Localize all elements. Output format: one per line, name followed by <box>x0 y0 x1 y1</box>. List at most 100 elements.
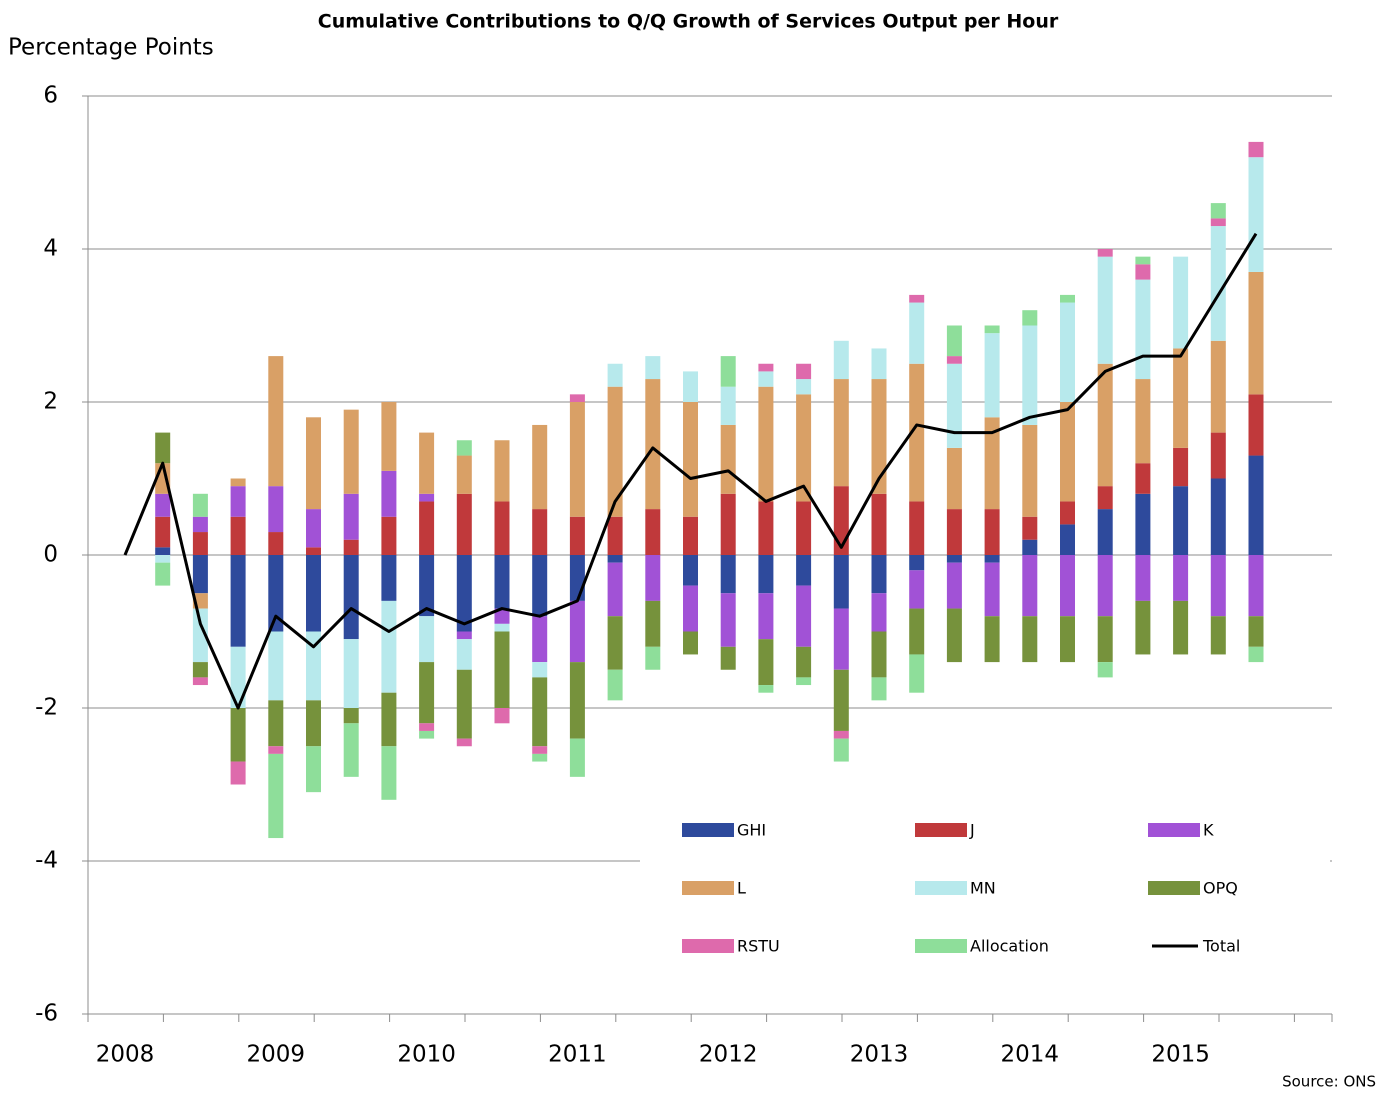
y-tick-label: 4 <box>43 236 58 262</box>
bar <box>720 646 736 670</box>
bar <box>720 555 736 594</box>
bar <box>1135 256 1151 265</box>
bar <box>1248 616 1264 647</box>
bar <box>494 608 510 624</box>
bar <box>532 753 548 762</box>
legend-label: Allocation <box>970 937 1049 956</box>
bar <box>1060 294 1075 303</box>
y-tick-label: 6 <box>43 83 58 109</box>
bar <box>343 539 359 555</box>
bar <box>268 486 284 533</box>
bar <box>230 516 246 555</box>
bar <box>720 386 736 425</box>
bar <box>683 402 698 517</box>
bar <box>871 555 887 594</box>
bar <box>1173 600 1189 655</box>
bar <box>1135 264 1151 280</box>
bar <box>796 677 812 686</box>
bar <box>1135 493 1151 555</box>
bar <box>306 700 321 747</box>
bar <box>984 325 1000 334</box>
legend-label: OPQ <box>1203 879 1238 898</box>
x-tick-label: 2015 <box>1151 1042 1210 1068</box>
bar <box>192 532 208 555</box>
bar <box>645 555 661 601</box>
bar <box>1210 555 1226 617</box>
bar <box>1097 249 1113 257</box>
bar <box>683 516 698 555</box>
bar <box>192 555 208 594</box>
bar <box>456 631 472 640</box>
bar <box>1022 616 1038 663</box>
bar <box>833 340 849 380</box>
bar <box>343 409 359 494</box>
bar <box>1097 486 1113 510</box>
bar <box>1210 218 1226 227</box>
bar <box>833 730 849 739</box>
bar <box>909 654 925 693</box>
bar <box>946 356 962 364</box>
bar <box>1248 646 1264 663</box>
bar <box>833 379 849 487</box>
bar <box>1060 524 1075 555</box>
bar <box>1173 256 1189 349</box>
bar <box>984 509 1000 555</box>
bar <box>155 516 171 548</box>
bar <box>607 562 623 617</box>
legend-label: Total <box>1202 937 1240 956</box>
bar <box>1022 539 1038 555</box>
legend-label: L <box>737 879 746 898</box>
x-tick-label: 2010 <box>397 1042 456 1068</box>
bar <box>1135 463 1151 494</box>
bar <box>494 708 510 724</box>
bar <box>1097 616 1113 663</box>
bar <box>796 585 812 647</box>
bar <box>306 746 321 793</box>
bar <box>720 424 736 494</box>
bar <box>909 294 925 303</box>
bar <box>381 470 397 517</box>
bar <box>155 432 171 464</box>
legend-label: MN <box>970 879 996 898</box>
bar <box>796 646 812 678</box>
bar <box>758 386 774 502</box>
bar <box>645 379 661 510</box>
x-tick-label: 2011 <box>548 1042 607 1068</box>
bar <box>909 555 925 571</box>
bar <box>192 493 208 517</box>
bar <box>419 723 435 731</box>
chart-title: Cumulative Contributions to Q/Q Growth o… <box>318 11 1059 33</box>
bar <box>607 555 623 563</box>
bar <box>419 730 435 739</box>
bar <box>720 493 736 555</box>
bar <box>758 363 774 372</box>
legend-swatch <box>1148 881 1200 895</box>
bar <box>569 662 585 739</box>
bar <box>192 662 208 678</box>
bar <box>946 509 962 555</box>
bar <box>532 424 548 510</box>
bar <box>1248 271 1264 395</box>
bar <box>1210 432 1226 479</box>
legend-label: J <box>969 821 975 840</box>
bar <box>155 562 171 586</box>
bar <box>532 662 548 678</box>
bar <box>984 555 1000 563</box>
bar <box>1060 616 1075 663</box>
bar <box>871 677 887 701</box>
bar <box>192 516 208 533</box>
bar <box>230 486 246 517</box>
source: Source: ONS <box>1282 1073 1376 1091</box>
bar <box>1248 157 1264 272</box>
bar <box>343 493 359 540</box>
bar <box>871 379 887 494</box>
y-tick-label: -6 <box>35 1001 58 1027</box>
bar <box>381 600 397 693</box>
bar <box>607 386 623 517</box>
bar <box>419 432 435 494</box>
legend-label: GHI <box>737 821 766 840</box>
bar <box>946 325 962 357</box>
bar <box>1135 379 1151 464</box>
